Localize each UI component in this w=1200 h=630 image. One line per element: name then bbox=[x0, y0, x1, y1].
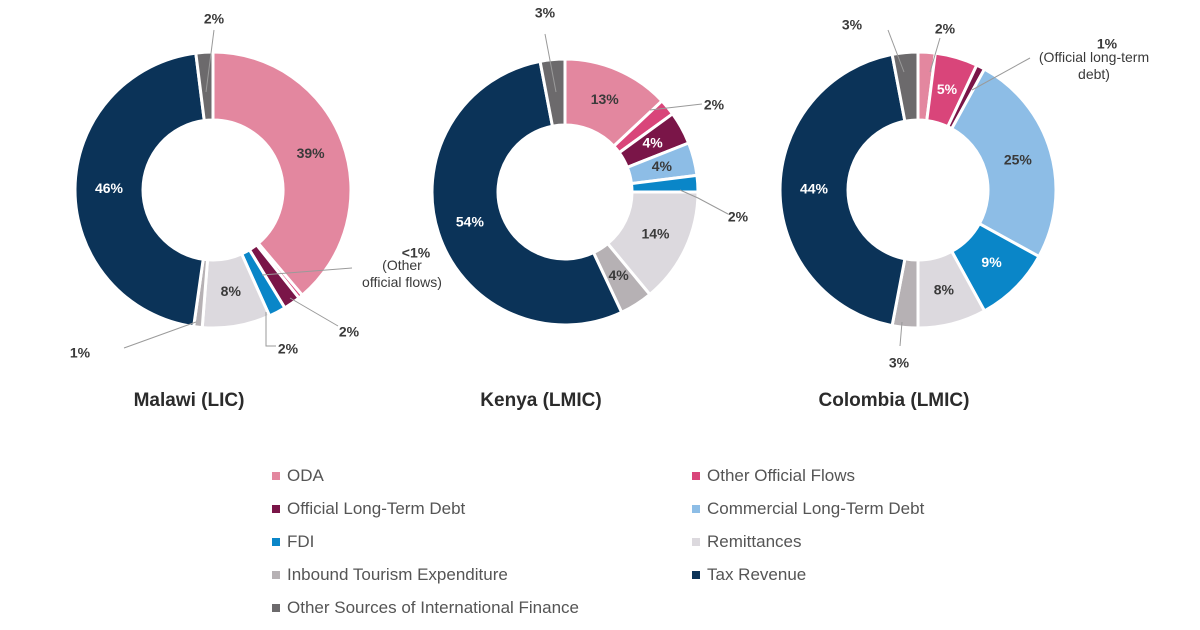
legend-swatch bbox=[272, 505, 280, 513]
leader-line bbox=[289, 297, 339, 327]
leader-line bbox=[205, 29, 215, 93]
legend-item-oltd: Official Long-Term Debt bbox=[272, 499, 465, 519]
slice-oda bbox=[211, 50, 353, 298]
legend-item-fdi: FDI bbox=[272, 532, 314, 552]
slice-cltd bbox=[949, 67, 1058, 259]
legend-label: Remittances bbox=[707, 532, 802, 551]
legend-label: ODA bbox=[287, 466, 324, 485]
data-label: 3% bbox=[889, 355, 910, 371]
data-label: 4% bbox=[608, 267, 629, 283]
donut-chart-3: 2% 5% 1% 25% 9% 8% 3% 44% 3% (Official long-term d… bbox=[778, 17, 1149, 411]
legend-item-oda: ODA bbox=[272, 466, 324, 486]
legend-label: Tax Revenue bbox=[707, 565, 807, 584]
leader-line bbox=[899, 321, 903, 347]
legend-swatch bbox=[272, 571, 280, 579]
legend-swatch bbox=[692, 571, 700, 579]
leader-line bbox=[261, 267, 353, 276]
leader-line bbox=[971, 57, 1031, 91]
data-label: 1% bbox=[70, 345, 91, 361]
data-label: 2% bbox=[704, 97, 725, 113]
data-label: 2% bbox=[204, 11, 225, 27]
slice-other bbox=[890, 50, 920, 123]
data-label: 8% bbox=[221, 283, 242, 299]
legend-item-rem: Remittances bbox=[692, 532, 801, 552]
leader-line bbox=[929, 37, 941, 73]
data-label: 4% bbox=[652, 158, 673, 174]
chart-title: Kenya (LMIC) bbox=[480, 390, 601, 411]
data-label: 3% bbox=[535, 5, 556, 21]
legend-swatch bbox=[692, 505, 700, 513]
leader-line bbox=[887, 29, 905, 73]
legend-label: Commercial Long-Term Debt bbox=[707, 499, 925, 518]
legend: ODA Other Official Flows Official Long-Ter… bbox=[272, 466, 972, 626]
legend-label: Other Sources of International Finance bbox=[287, 598, 579, 617]
legend-label: Inbound Tourism Expenditure bbox=[287, 565, 508, 584]
data-label: 46% bbox=[95, 180, 124, 196]
chart-title: Malawi (LIC) bbox=[134, 390, 245, 411]
data-label: 39% bbox=[297, 145, 326, 161]
leader-line bbox=[544, 33, 557, 93]
legend-item-tax: Tax Revenue bbox=[692, 565, 806, 585]
legend-label: Other Official Flows bbox=[707, 466, 856, 485]
slice-other bbox=[538, 57, 567, 128]
data-label: 54% bbox=[456, 214, 485, 230]
data-label: 44% bbox=[800, 181, 829, 197]
data-label: 9% bbox=[981, 254, 1002, 270]
data-label: 2% bbox=[278, 341, 299, 357]
legend-swatch bbox=[272, 472, 280, 480]
data-label: 13% bbox=[591, 91, 620, 107]
data-label: <1% bbox=[402, 245, 431, 261]
chart-title: Colombia (LMIC) bbox=[819, 390, 970, 411]
slice-tax bbox=[73, 51, 206, 329]
data-label: 4% bbox=[643, 135, 664, 151]
slice-tax bbox=[430, 59, 624, 327]
note-label: (Official long-term debt) bbox=[1039, 49, 1149, 82]
donut-chart-2: 13% 2% 4% 4% 2% 14% 4% 54% 3% Kenya (LMIC) bbox=[430, 5, 749, 411]
data-label: 14% bbox=[641, 225, 670, 241]
slice-tax bbox=[778, 52, 907, 328]
legend-item-oof: Other Official Flows bbox=[692, 466, 855, 486]
leader-line bbox=[265, 312, 276, 347]
legend-swatch bbox=[272, 538, 280, 546]
note-label: (Other official flows) bbox=[362, 257, 442, 290]
data-label: 2% bbox=[728, 209, 749, 225]
legend-item-tour: Inbound Tourism Expenditure bbox=[272, 565, 508, 585]
charts-area: 39% <1% 2% 2% 8% 1% 46% 2% (Other official flows)… bbox=[70, 5, 1149, 411]
leader-line bbox=[679, 189, 729, 215]
data-label: 5% bbox=[937, 81, 958, 97]
legend-swatch bbox=[272, 604, 280, 612]
legend-label: Official Long-Term Debt bbox=[287, 499, 466, 518]
legend-item-cltd: Commercial Long-Term Debt bbox=[692, 499, 924, 519]
data-label: 25% bbox=[1004, 152, 1033, 168]
legend-label: FDI bbox=[287, 532, 315, 551]
leader-line bbox=[123, 321, 197, 349]
data-label: 2% bbox=[935, 21, 956, 37]
data-label: 3% bbox=[842, 17, 863, 33]
data-label: 2% bbox=[339, 324, 360, 340]
legend-item-other: Other Sources of International Finance bbox=[272, 598, 579, 618]
donut-chart-1: 39% <1% 2% 2% 8% 1% 46% 2% (Other official flows)… bbox=[70, 11, 442, 411]
legend-swatch bbox=[692, 472, 700, 480]
data-label: 1% bbox=[1097, 36, 1118, 52]
legend-swatch bbox=[692, 538, 700, 546]
leader-line bbox=[649, 103, 703, 111]
data-label: 8% bbox=[934, 281, 955, 297]
